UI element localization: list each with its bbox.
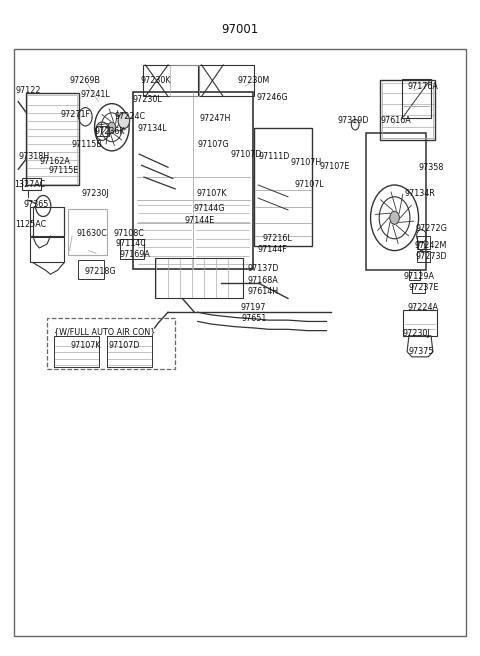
Bar <box>412 283 425 293</box>
Text: 97224C: 97224C <box>115 112 146 121</box>
Bar <box>254 128 312 246</box>
Text: 97272G: 97272G <box>415 224 447 233</box>
Text: 97115E: 97115E <box>48 166 79 175</box>
Text: 97365: 97365 <box>24 200 48 209</box>
Bar <box>68 209 107 255</box>
Bar <box>27 95 77 184</box>
Text: 97107E: 97107E <box>320 162 350 171</box>
Bar <box>199 65 254 96</box>
Bar <box>382 83 433 138</box>
Text: 97107D: 97107D <box>108 340 140 350</box>
Bar <box>402 79 431 118</box>
Bar <box>96 126 109 136</box>
Bar <box>170 65 199 96</box>
Text: 97134L: 97134L <box>138 124 168 133</box>
Bar <box>417 251 430 262</box>
Text: {W/FULL AUTO AIR CON}: {W/FULL AUTO AIR CON} <box>54 327 156 337</box>
Text: 97144G: 97144G <box>193 204 225 213</box>
Text: 97230M: 97230M <box>237 76 270 85</box>
Text: 97651: 97651 <box>242 314 267 323</box>
Text: 97616A: 97616A <box>381 116 411 125</box>
Text: 97218G: 97218G <box>84 267 116 276</box>
Text: 97114C: 97114C <box>115 239 146 248</box>
Text: 97107H: 97107H <box>290 158 322 167</box>
Text: 97224A: 97224A <box>408 302 439 312</box>
Bar <box>78 260 104 279</box>
Text: 97319D: 97319D <box>337 116 369 125</box>
Bar <box>133 92 253 269</box>
Bar <box>143 65 198 96</box>
Circle shape <box>108 122 116 133</box>
Bar <box>409 270 420 280</box>
Bar <box>380 80 435 140</box>
Bar <box>403 310 437 336</box>
Text: 97169A: 97169A <box>120 250 151 259</box>
Text: 97242M: 97242M <box>415 241 447 250</box>
Text: 97107K: 97107K <box>70 340 101 350</box>
Bar <box>120 239 144 259</box>
Text: 97107D: 97107D <box>230 150 262 159</box>
Text: 97273D: 97273D <box>415 252 447 261</box>
Text: 97269B: 97269B <box>70 76 101 85</box>
Text: 1327AC: 1327AC <box>14 180 46 190</box>
Bar <box>54 336 99 367</box>
Bar <box>30 237 64 262</box>
Text: 97247H: 97247H <box>199 113 231 123</box>
Bar <box>47 318 175 369</box>
Bar <box>26 93 79 185</box>
Text: 97176A: 97176A <box>408 82 439 91</box>
Bar <box>366 133 426 270</box>
Text: 97230J: 97230J <box>81 189 109 198</box>
Text: 97162A: 97162A <box>40 157 71 166</box>
Text: 97230J: 97230J <box>403 329 431 338</box>
Text: 97144E: 97144E <box>184 216 215 225</box>
Bar <box>30 207 64 236</box>
Text: 97111D: 97111D <box>259 152 290 161</box>
Text: 97144F: 97144F <box>258 245 288 255</box>
Text: 97168A: 97168A <box>248 276 278 285</box>
Text: 97115B: 97115B <box>72 140 103 150</box>
Text: 97230K: 97230K <box>141 76 171 85</box>
Text: 97246G: 97246G <box>257 92 288 102</box>
Text: 97237E: 97237E <box>408 283 439 292</box>
Bar <box>22 178 41 190</box>
Text: 97358: 97358 <box>419 163 444 173</box>
Bar <box>107 336 152 367</box>
Bar <box>417 236 430 249</box>
Text: 97375: 97375 <box>408 347 434 356</box>
Text: 97107L: 97107L <box>295 180 324 190</box>
Text: 97230L: 97230L <box>133 95 163 104</box>
Text: 97236K: 97236K <box>94 127 125 136</box>
Text: 97001: 97001 <box>221 23 259 36</box>
Text: 97197: 97197 <box>240 302 266 312</box>
Text: 97241L: 97241L <box>80 90 110 99</box>
Circle shape <box>390 211 399 224</box>
Text: 97216L: 97216L <box>263 234 292 243</box>
Bar <box>14 49 466 636</box>
Text: 97107G: 97107G <box>198 140 229 150</box>
Text: 97614H: 97614H <box>248 287 278 297</box>
Text: 97134R: 97134R <box>405 189 435 198</box>
Text: 97122: 97122 <box>15 86 41 95</box>
Text: 91630C: 91630C <box>77 229 108 238</box>
Text: 97108C: 97108C <box>113 229 144 238</box>
Text: 1125AC: 1125AC <box>15 220 47 229</box>
Text: 97318H: 97318H <box>19 152 50 161</box>
Bar <box>155 258 243 298</box>
Text: 97271F: 97271F <box>61 110 91 119</box>
Text: 97137D: 97137D <box>247 264 279 273</box>
Text: 97129A: 97129A <box>403 272 434 281</box>
Text: 97107K: 97107K <box>197 189 228 198</box>
Circle shape <box>118 113 130 129</box>
